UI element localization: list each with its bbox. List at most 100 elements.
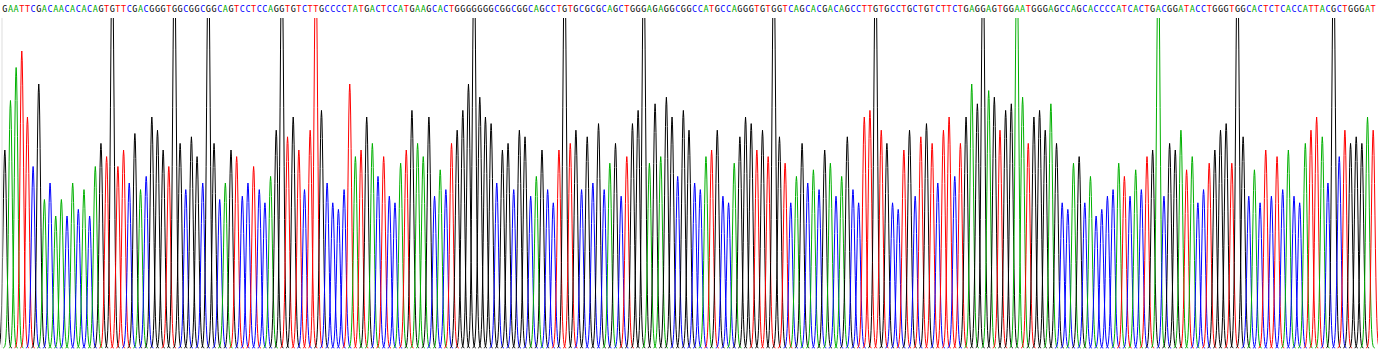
peak [275, 18, 289, 348]
peak [1049, 143, 1063, 348]
peak [953, 143, 967, 348]
peak [82, 216, 96, 348]
peak [620, 157, 634, 348]
peak [393, 163, 407, 348]
peak [122, 183, 136, 348]
peak [518, 137, 532, 348]
peak [1078, 203, 1092, 348]
peak [65, 183, 79, 348]
peak [1247, 170, 1261, 348]
peak [597, 190, 611, 348]
peak [241, 183, 255, 348]
peak [693, 190, 707, 348]
peak [591, 124, 605, 348]
peak [784, 203, 798, 348]
peak [331, 209, 345, 348]
peak [1015, 97, 1029, 348]
peak [201, 18, 215, 348]
peak [569, 130, 583, 348]
peak [608, 143, 622, 348]
peak [309, 18, 323, 348]
peak [376, 157, 390, 348]
peak [733, 137, 747, 348]
peak [1355, 143, 1369, 348]
peak [795, 143, 809, 348]
peak [1213, 130, 1227, 348]
peak [218, 183, 232, 348]
peak [1343, 143, 1357, 348]
peak [371, 176, 385, 348]
peak [1315, 137, 1329, 348]
peak [1027, 117, 1041, 348]
peak [1366, 130, 1378, 348]
peak [439, 190, 453, 348]
peak [348, 157, 362, 348]
peak [292, 150, 306, 348]
peak [60, 216, 74, 348]
peak [834, 176, 848, 348]
peak [1281, 150, 1295, 348]
peak [1202, 163, 1216, 348]
peak [20, 117, 34, 348]
peak [761, 157, 775, 348]
peak [523, 196, 537, 348]
peak [1321, 183, 1335, 348]
peak [1151, 18, 1165, 348]
peak [750, 150, 764, 348]
peak [484, 124, 498, 348]
peak [880, 143, 894, 348]
peak [721, 203, 735, 348]
peak [365, 143, 379, 348]
peak [3, 101, 17, 348]
peak [258, 203, 272, 348]
peak [727, 163, 741, 348]
base-calls: GAATTCGACAACACACAGTGTTCGACGGGTGGCGGCGGCA… [2, 4, 1375, 14]
peak [948, 176, 962, 348]
peak [914, 137, 928, 348]
peak [1292, 203, 1306, 348]
peak [297, 190, 311, 348]
peak [925, 143, 939, 348]
peak [343, 84, 357, 348]
peak [574, 190, 588, 348]
peak [857, 117, 871, 348]
peak [529, 176, 543, 348]
peak [653, 157, 667, 348]
peak [552, 150, 566, 348]
peak [1038, 130, 1052, 348]
peak [1061, 209, 1075, 348]
peak [704, 150, 718, 348]
peak [863, 110, 877, 348]
peak [9, 68, 23, 348]
peak [1298, 143, 1312, 348]
peak [1179, 170, 1193, 348]
peak [263, 176, 277, 348]
peak [1140, 157, 1154, 348]
peak [15, 51, 29, 348]
peak [1106, 190, 1120, 348]
peak [1230, 18, 1244, 348]
peak [557, 18, 571, 348]
peak [1145, 150, 1159, 348]
peak [207, 143, 221, 348]
peak [840, 137, 854, 348]
chromatogram: GAATTCGACAACACACAGTGTTCGACGGGTGGCGGCGGCA… [0, 0, 1378, 351]
peak [631, 110, 645, 348]
peak [88, 167, 102, 348]
peak [1219, 124, 1233, 348]
peak [416, 157, 430, 348]
peak [998, 110, 1012, 348]
peak [1168, 150, 1182, 348]
peak [1253, 203, 1267, 348]
peak [456, 110, 470, 348]
peak [337, 190, 351, 348]
peak [897, 150, 911, 348]
peak [1196, 190, 1210, 348]
peak [212, 200, 226, 348]
peak [1044, 104, 1058, 348]
peak [229, 157, 243, 348]
peak [976, 18, 990, 348]
peak [388, 203, 402, 348]
peak [48, 216, 62, 348]
peak [1225, 163, 1239, 348]
